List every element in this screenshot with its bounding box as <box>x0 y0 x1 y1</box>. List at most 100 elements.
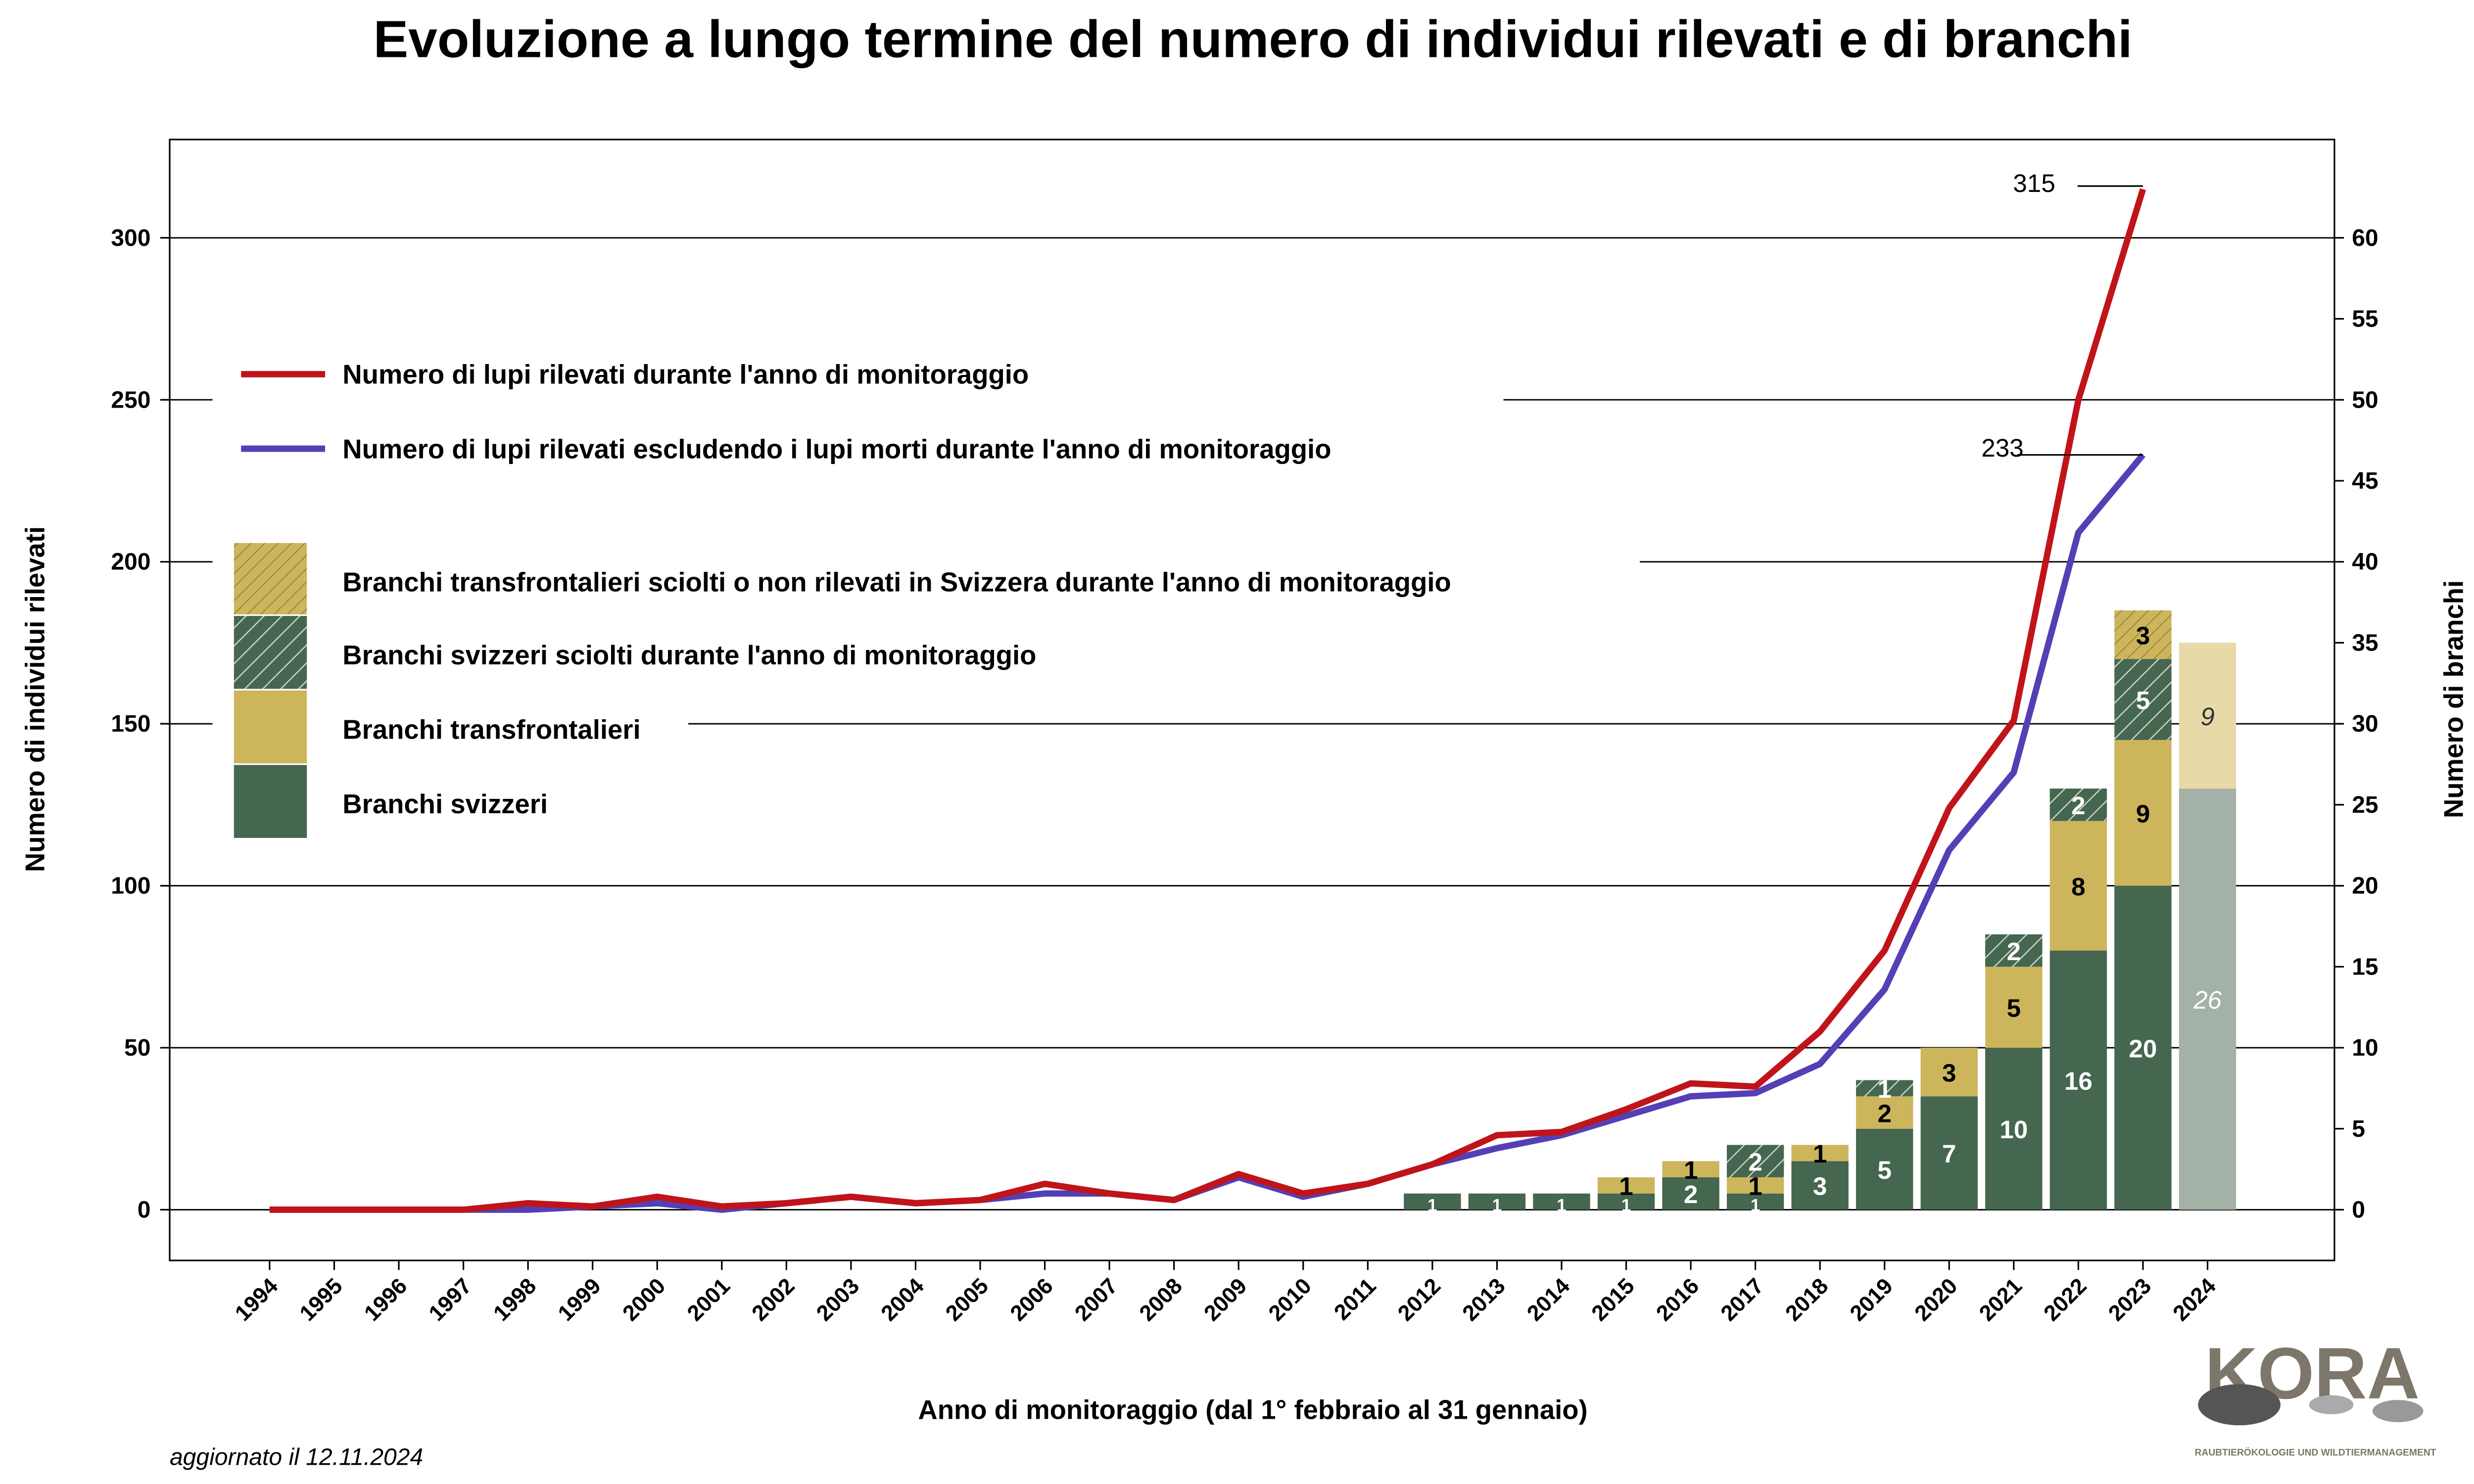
bar-segment <box>2114 885 2172 1210</box>
bar-segment <box>1856 1080 1913 1097</box>
bar-value-label: 2 <box>2007 937 2021 966</box>
lynx-figure <box>2309 1395 2354 1414</box>
bar-value-label: 2 <box>1877 1099 1892 1127</box>
end-label: 233 <box>1981 434 2024 462</box>
x-tick-label: 2011 <box>1329 1273 1381 1325</box>
x-tick-label: 2018 <box>1780 1273 1833 1326</box>
bar-segment <box>1597 1193 1655 1210</box>
x-tick-label: 2020 <box>1909 1273 1962 1326</box>
bar-segment <box>1468 1193 1526 1210</box>
bar-segment <box>1856 1128 1913 1210</box>
legend-label: Branchi svizzeri <box>342 789 548 819</box>
wolf-figure <box>2372 1400 2424 1422</box>
bar-segment <box>1920 1096 1978 1210</box>
end-label: 315 <box>2013 169 2055 197</box>
legend-label: Numero di lupi rilevati durante l'anno d… <box>342 360 1029 390</box>
x-tick-label: 2014 <box>1522 1273 1575 1326</box>
legend-background <box>212 626 1164 680</box>
x-tick-label: 2010 <box>1263 1273 1316 1326</box>
bar-segment <box>1662 1177 1719 1210</box>
x-tick-label: 1997 <box>424 1273 476 1326</box>
bar-value-label: 7 <box>1942 1140 1956 1168</box>
bar-segment <box>1533 1193 1590 1210</box>
x-tick-label: 2000 <box>618 1273 670 1326</box>
plot-frame <box>169 139 2335 1261</box>
legend-bar-swatch <box>232 614 309 691</box>
y2-tick-label: 5 <box>2352 1115 2365 1142</box>
bar-value-label: 1 <box>1877 1075 1892 1103</box>
bar-value-label: 5 <box>2136 686 2150 714</box>
bar-segment <box>1985 934 2043 967</box>
bar-segment <box>1662 1161 1719 1178</box>
bar-value-label: 2 <box>1684 1180 1698 1208</box>
x-tick-label: 2016 <box>1651 1273 1704 1326</box>
bar-value-label: 20 <box>2129 1034 2157 1063</box>
bar-segment-provisional <box>2179 643 2236 789</box>
y-tick-label: 300 <box>111 225 150 251</box>
bar-segment <box>2049 950 2107 1210</box>
bar-value-label: 1 <box>1751 1196 1760 1215</box>
bar-segment-provisional <box>2179 788 2236 1210</box>
y2-tick-label: 35 <box>2352 629 2378 656</box>
x-tick-label: 2021 <box>1974 1273 2027 1326</box>
legend-label: Numero di lupi rilevati escludendo i lup… <box>342 434 1331 464</box>
bar-segment <box>1856 1096 1913 1129</box>
bar-segment <box>2114 659 2172 740</box>
x-tick-label: 2008 <box>1134 1273 1187 1326</box>
bar-value-label: 1 <box>1427 1196 1437 1215</box>
bar-value-label: 1 <box>1621 1196 1631 1215</box>
bar-value-label: 9 <box>2136 799 2150 828</box>
y-axis-label: Numero di individui rilevati <box>20 526 50 872</box>
bar-value-label: 9 <box>2200 702 2215 731</box>
updated-note: aggiornato il 12.11.2024 <box>170 1444 423 1471</box>
y-tick-label: 250 <box>111 386 150 413</box>
bar-value-label: 1 <box>1557 1196 1567 1215</box>
y2-axis-label: Numero di branchi <box>2439 580 2469 818</box>
bar-value-label: 1 <box>1684 1156 1698 1184</box>
bear-figure <box>2198 1384 2281 1426</box>
bar-segment <box>2114 740 2172 886</box>
bar-value-label: 2 <box>2071 791 2086 820</box>
x-tick-label: 2017 <box>1715 1273 1768 1326</box>
x-tick-label: 2002 <box>747 1273 800 1326</box>
x-tick-label: 2022 <box>2039 1273 2092 1326</box>
y2-tick-label: 20 <box>2352 873 2378 899</box>
bar-segment <box>2049 821 2107 951</box>
y2-tick-label: 40 <box>2352 549 2378 575</box>
chart-title: Evoluzione a lungo termine del numero di… <box>374 10 2133 68</box>
x-tick-label: 1998 <box>488 1273 541 1326</box>
bar-value-label: 1 <box>1813 1140 1827 1168</box>
bar-segment <box>2049 788 2107 821</box>
bar-value-label: 16 <box>2064 1067 2093 1095</box>
bar-segment <box>1985 967 2043 1048</box>
x-tick-label: 2001 <box>682 1273 735 1326</box>
x-tick-label: 1996 <box>359 1273 412 1326</box>
bar-segment <box>1791 1145 1849 1161</box>
x-tick-label: 2019 <box>1845 1273 1898 1326</box>
y-tick-label: 150 <box>111 710 150 737</box>
y2-tick-label: 15 <box>2352 953 2378 980</box>
bar-segment <box>1726 1193 1784 1210</box>
bar-segment <box>1985 1048 2043 1210</box>
bar-value-label: 3 <box>1942 1059 1956 1087</box>
y2-tick-label: 0 <box>2352 1197 2365 1223</box>
x-tick-label: 2007 <box>1070 1273 1123 1326</box>
legend-bar-swatch <box>232 689 309 765</box>
bar-segment <box>1791 1161 1849 1210</box>
x-tick-label: 2013 <box>1457 1273 1510 1326</box>
bar-value-label: 1 <box>1619 1172 1633 1201</box>
legend-background <box>212 421 1504 476</box>
x-tick-label: 2009 <box>1199 1273 1252 1326</box>
x-tick-label: 1995 <box>294 1273 347 1326</box>
line-series-total <box>269 188 2146 1213</box>
legend-bar-swatch <box>232 541 309 618</box>
y-tick-label: 50 <box>124 1034 150 1061</box>
y2-tick-label: 60 <box>2352 225 2378 251</box>
x-tick-label: 2004 <box>876 1273 929 1326</box>
x-tick-label: 1994 <box>230 1273 283 1326</box>
bar-segment <box>1726 1177 1784 1194</box>
bar-value-label: 2 <box>1748 1148 1762 1176</box>
logo-tagline: RAUBTIERÖKOLOGIE UND WILDTIERMANAGEMENT <box>2195 1447 2436 1458</box>
bar-value-label: 5 <box>2007 994 2021 1022</box>
